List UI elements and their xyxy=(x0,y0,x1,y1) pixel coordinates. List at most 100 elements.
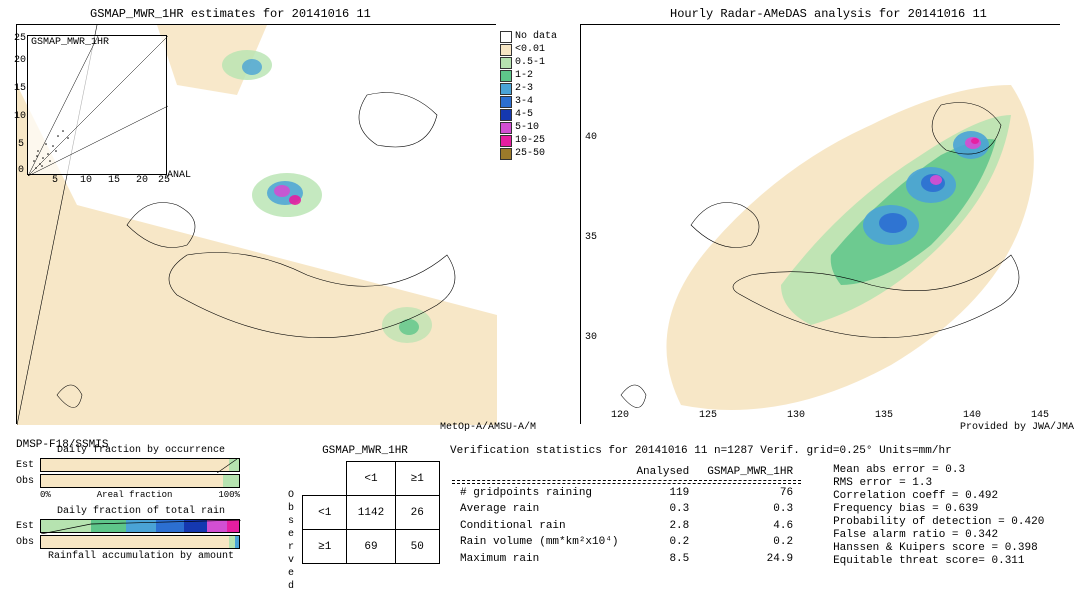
row-m: 76 xyxy=(699,486,801,500)
contingency-title: GSMAP_MWR_1HR xyxy=(290,445,440,457)
hbar xyxy=(40,535,240,549)
legend-label: 0.5-1 xyxy=(515,57,545,68)
verification-section: Verification statistics for 20141016 11 … xyxy=(450,445,1070,568)
legend-item: 5-10 xyxy=(500,121,575,134)
legend-swatch xyxy=(500,148,512,160)
inset-xtick: 15 xyxy=(108,175,120,186)
metric: Mean abs error = 0.3 xyxy=(833,464,1044,476)
fraction-section: Daily fraction by occurrence Est Obs 0% … xyxy=(16,445,266,564)
metric: Hanssen & Kuipers score = 0.398 xyxy=(833,542,1044,554)
contingency-table: <1 ≥1 <1 1142 26 ≥1 69 50 xyxy=(302,461,440,564)
axis-lo: 0% xyxy=(40,490,51,500)
row-a: 0.2 xyxy=(628,535,697,549)
row-a: 8.5 xyxy=(628,551,697,566)
hbar xyxy=(40,519,240,533)
table-row: Maximum rain8.524.9 xyxy=(452,551,801,566)
bottom-row: Daily fraction by occurrence Est Obs 0% … xyxy=(0,445,1080,615)
legend-label: 5-10 xyxy=(515,122,539,133)
table-row: Average rain0.30.3 xyxy=(452,502,801,516)
legend-swatch xyxy=(500,31,512,43)
legend-item: No data xyxy=(500,30,575,43)
legend-label: 1-2 xyxy=(515,70,533,81)
xtick: 145 xyxy=(1031,410,1049,421)
maps-row: GSMAP_MWR_1HR estimates for 20141016 11 … xyxy=(0,4,1080,434)
legend-label: 25-50 xyxy=(515,148,545,159)
frac-acc-title: Rainfall accumulation by amount xyxy=(16,551,266,562)
row-m: 0.3 xyxy=(699,502,801,516)
inset-ytick: 5 xyxy=(18,139,24,150)
inset-ytick: 15 xyxy=(14,83,26,94)
hbar xyxy=(40,474,240,488)
inset-xtick: 5 xyxy=(52,175,58,186)
xtick: 125 xyxy=(699,410,717,421)
est-label: Est xyxy=(16,460,40,471)
legend-item: 1-2 xyxy=(500,69,575,82)
legend-item: 10-25 xyxy=(500,134,575,147)
axis-mid: Areal fraction xyxy=(97,490,173,500)
inset-xtick: 20 xyxy=(136,175,148,186)
col-model: GSMAP_MWR_1HR xyxy=(699,465,801,481)
legend-item: 3-4 xyxy=(500,95,575,108)
row-label: Average rain xyxy=(452,502,626,516)
inset-anal-label: ANAL xyxy=(167,170,191,181)
obs-label: Obs xyxy=(16,537,40,548)
empty-cell xyxy=(303,462,347,496)
table-row: Conditional rain2.84.6 xyxy=(452,519,801,533)
table-row: Rain volume (mm*km²x10⁴)0.20.2 xyxy=(452,535,801,549)
verification-table: Analysed GSMAP_MWR_1HR # gridpoints rain… xyxy=(450,463,803,568)
provided-by-label: Provided by JWA/JMA xyxy=(960,422,1074,433)
est-label: Est xyxy=(16,521,40,532)
row-a: 2.8 xyxy=(628,519,697,533)
metric: Correlation coeff = 0.492 xyxy=(833,490,1044,502)
obs-label: Obs xyxy=(16,476,40,487)
inset-ytick: 25 xyxy=(14,33,26,44)
cell-a: 1142 xyxy=(347,496,395,530)
legend-label: 3-4 xyxy=(515,96,533,107)
observed-side-label: Observed xyxy=(288,489,294,593)
frac-tot-title: Daily fraction of total rain xyxy=(16,506,266,517)
legend-swatch xyxy=(500,96,512,108)
ytick: 35 xyxy=(585,232,597,243)
row-lt-header: <1 xyxy=(303,496,347,530)
metric: False alarm ratio = 0.342 xyxy=(833,529,1044,541)
frac-occ-title: Daily fraction by occurrence xyxy=(16,445,266,456)
inset-ytick: 20 xyxy=(14,55,26,66)
ytick: 40 xyxy=(585,132,597,143)
empty-cell xyxy=(452,465,626,481)
col-lt-header: <1 xyxy=(347,462,395,496)
legend-swatch xyxy=(500,83,512,95)
legend-swatch xyxy=(500,44,512,56)
inset-ytick: 0 xyxy=(18,165,24,176)
row-ge-header: ≥1 xyxy=(303,530,347,564)
xtick: 140 xyxy=(963,410,981,421)
legend-item: 2-3 xyxy=(500,82,575,95)
metrics-list: Mean abs error = 0.3 RMS error = 1.3 Cor… xyxy=(833,463,1044,568)
right-map: 120 125 130 135 140 145 30 35 40 xyxy=(580,24,1060,424)
inset-xtick: 10 xyxy=(80,175,92,186)
inset-svg xyxy=(28,36,168,176)
cell-b: 26 xyxy=(395,496,439,530)
legend-label: 2-3 xyxy=(515,83,533,94)
scatter-inset: GSMAP_MWR_1HR 0 5 10 15 20 25 xyxy=(27,35,167,175)
row-m: 4.6 xyxy=(699,519,801,533)
left-map-title: GSMAP_MWR_1HR estimates for 20141016 11 xyxy=(90,7,371,21)
obs-tot-bar: Obs xyxy=(16,535,266,549)
verification-header: Verification statistics for 20141016 11 … xyxy=(450,445,1070,457)
legend-label: <0.01 xyxy=(515,44,545,55)
xtick: 130 xyxy=(787,410,805,421)
cell-c: 69 xyxy=(347,530,395,564)
metric: RMS error = 1.3 xyxy=(833,477,1044,489)
legend-label: No data xyxy=(515,31,557,42)
metric: Equitable threat score= 0.311 xyxy=(833,555,1044,567)
legend-item: 0.5-1 xyxy=(500,56,575,69)
col-ge-header: ≥1 xyxy=(395,462,439,496)
row-label: Maximum rain xyxy=(452,551,626,566)
row-a: 0.3 xyxy=(628,502,697,516)
right-map-title: Hourly Radar-AMeDAS analysis for 2014101… xyxy=(670,7,987,21)
axis-hi: 100% xyxy=(218,490,240,500)
legend-swatch xyxy=(500,122,512,134)
xtick: 120 xyxy=(611,410,629,421)
left-map: GSMAP_MWR_1HR 0 5 10 15 20 25 xyxy=(16,24,496,424)
color-legend: No data <0.01 0.5-1 1-2 2-3 3-4 4-5 5-10… xyxy=(500,30,575,160)
row-m: 24.9 xyxy=(699,551,801,566)
